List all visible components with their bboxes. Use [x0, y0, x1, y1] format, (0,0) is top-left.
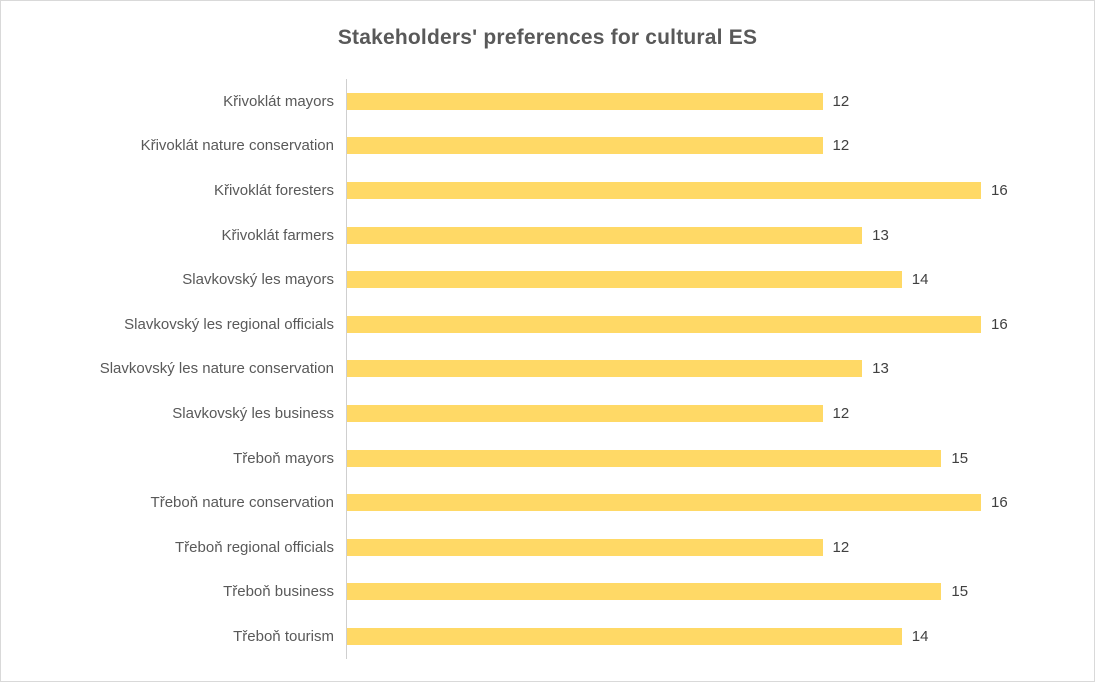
chart-title: Stakeholders' preferences for cultural E…	[337, 26, 758, 49]
bar	[347, 449, 942, 467]
value-label: 16	[991, 315, 1008, 333]
bar	[347, 181, 981, 199]
bar-track: 16	[346, 301, 1094, 347]
value-label: 13	[872, 226, 889, 244]
bar	[347, 271, 902, 289]
value-label: 12	[832, 137, 850, 155]
value-label: 16	[991, 181, 1008, 199]
bar-track: 12	[346, 524, 1094, 570]
value-label: 12	[832, 92, 850, 110]
bar	[347, 494, 981, 512]
bar	[347, 360, 863, 378]
value-label: 13	[872, 360, 889, 378]
chart-row: Třeboň tourism 14	[1, 614, 1094, 659]
bar	[347, 538, 823, 556]
chart-row: Slavkovský les nature conservation 13	[1, 346, 1094, 392]
bar-track: 16	[346, 480, 1094, 525]
category-label: Třeboň nature conservation	[150, 494, 334, 512]
bar-track: 14	[346, 257, 1094, 302]
category-label: Slavkovský les mayors	[182, 271, 334, 289]
bar-track: 12	[346, 123, 1094, 169]
bar-track: 15	[346, 435, 1094, 481]
plot-area: Křivoklát mayors 12 Křivoklát nature conse…	[1, 79, 1094, 659]
category-label: Slavkovský les regional officials	[124, 315, 334, 333]
bar-track: 16	[346, 168, 1094, 213]
bar-track: 13	[346, 346, 1094, 392]
bar	[347, 404, 823, 422]
value-label: 15	[951, 449, 969, 467]
chart-row: Křivoklát foresters 16	[1, 168, 1094, 213]
bar	[347, 583, 942, 601]
category-label: Křivoklát foresters	[213, 181, 334, 199]
bar	[347, 315, 981, 333]
chart-row: Slavkovský les business 12	[1, 391, 1094, 436]
chart-row: Slavkovský les regional officials 16	[1, 301, 1094, 347]
bar-track: 13	[346, 212, 1094, 258]
value-label: 12	[832, 538, 850, 556]
bar-track: 12	[346, 79, 1094, 124]
category-label: Křivoklát farmers	[221, 226, 334, 244]
chart-row: Třeboň mayors 15	[1, 435, 1094, 481]
category-label: Třeboň mayors	[233, 449, 334, 467]
category-label: Třeboň tourism	[233, 627, 334, 645]
category-label: Slavkovský les business	[172, 404, 334, 422]
bar	[347, 92, 823, 110]
value-label: 12	[832, 404, 850, 422]
value-label: 14	[911, 271, 929, 289]
category-label: Třeboň business	[223, 583, 334, 601]
bar	[347, 226, 863, 244]
bar	[347, 137, 823, 155]
chart-row: Křivoklát farmers 13	[1, 212, 1094, 258]
value-label: 14	[911, 627, 929, 645]
chart-row: Třeboň regional officials 12	[1, 524, 1094, 570]
category-label: Křivoklát mayors	[223, 92, 334, 110]
chart-row: Slavkovský les mayors 14	[1, 257, 1094, 302]
chart-row: Křivoklát nature conservation 12	[1, 123, 1094, 169]
bar-track: 15	[346, 569, 1094, 615]
category-label: Třeboň regional officials	[175, 538, 334, 556]
value-label: 15	[951, 583, 969, 601]
bar	[347, 627, 902, 645]
chart-row: Třeboň business 15	[1, 569, 1094, 615]
category-label: Slavkovský les nature conservation	[99, 360, 334, 378]
bar-track: 12	[346, 391, 1094, 436]
chart-row: Křivoklát mayors 12	[1, 79, 1094, 124]
category-label: Křivoklát nature conservation	[140, 137, 334, 155]
bar-track: 14	[346, 614, 1094, 659]
chart-row: Třeboň nature conservation 16	[1, 480, 1094, 525]
value-label: 16	[991, 494, 1008, 512]
